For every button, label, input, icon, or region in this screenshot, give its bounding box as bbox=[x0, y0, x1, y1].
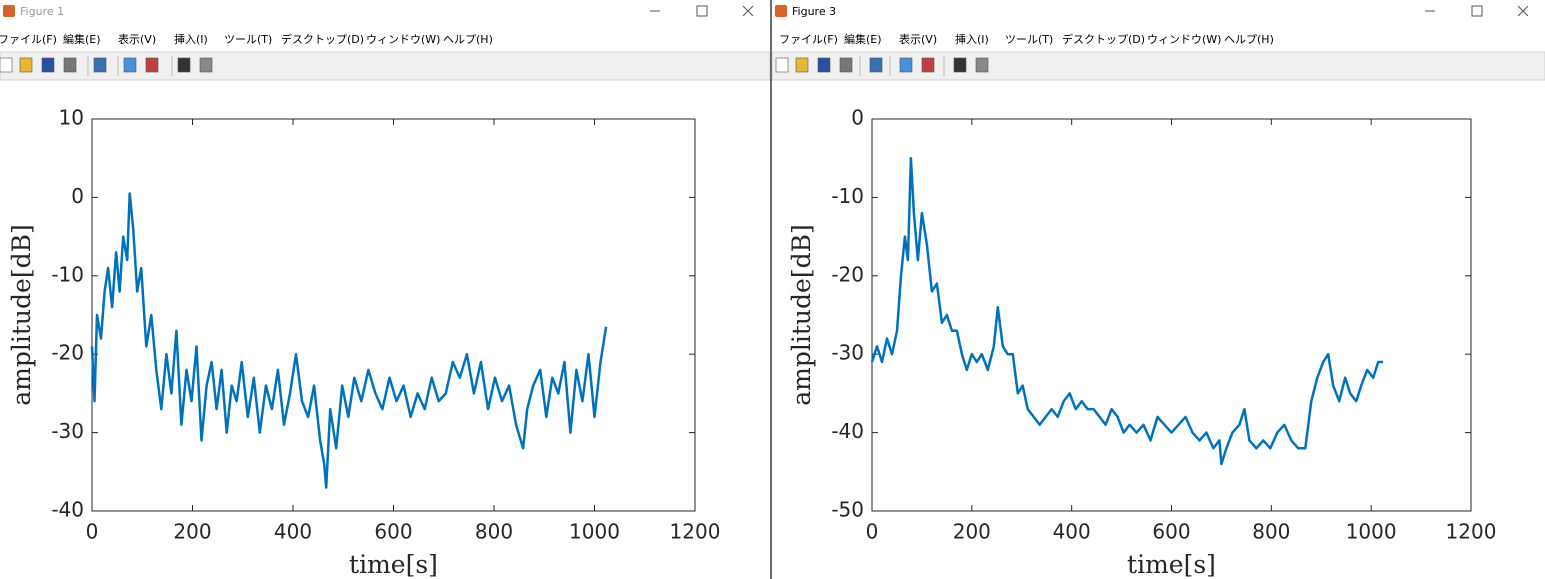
window-divider bbox=[770, 0, 772, 579]
menu-item[interactable]: 挿入(I) bbox=[955, 32, 989, 46]
toolbar-button[interactable] bbox=[839, 57, 853, 73]
y-tick-label: -30 bbox=[51, 419, 84, 443]
menu-item[interactable]: 挿入(I) bbox=[174, 32, 208, 46]
x-tick-label: 1200 bbox=[1446, 520, 1497, 544]
toolbar-button[interactable] bbox=[0, 57, 13, 73]
x-tick-label: 400 bbox=[1053, 520, 1091, 544]
toolbar-button[interactable] bbox=[123, 57, 137, 73]
toolbar bbox=[0, 51, 771, 81]
title-bar bbox=[772, 0, 1545, 26]
menu-bar bbox=[0, 26, 770, 52]
menu-item[interactable]: ヘルプ(H) bbox=[443, 33, 493, 46]
y-tick-label: -40 bbox=[831, 419, 864, 443]
x-axis-label: time[s] bbox=[1127, 550, 1216, 579]
x-tick-label: 0 bbox=[866, 520, 879, 544]
x-tick-label: 1000 bbox=[569, 520, 620, 544]
menu-item[interactable]: ツール(T) bbox=[1005, 33, 1053, 46]
menu-bar bbox=[772, 26, 1545, 52]
toolbar-button[interactable] bbox=[775, 57, 789, 73]
y-tick-label: -50 bbox=[831, 498, 864, 522]
toolbar-button[interactable] bbox=[975, 57, 989, 73]
toolbar-button[interactable] bbox=[93, 57, 107, 73]
y-axis-label: amplitude[dB] bbox=[7, 224, 36, 405]
axes-box bbox=[91, 118, 696, 512]
axes-box bbox=[871, 118, 1472, 512]
toolbar-button[interactable] bbox=[869, 57, 883, 73]
y-tick-label: -20 bbox=[51, 341, 84, 365]
y-tick-label: 0 bbox=[851, 106, 864, 130]
menu-item[interactable]: 表示(V) bbox=[118, 32, 156, 46]
menu-item[interactable]: ウィンドウ(W) bbox=[366, 33, 440, 46]
close-button[interactable] bbox=[1517, 5, 1529, 17]
data-line bbox=[90, 192, 608, 489]
x-tick-label: 200 bbox=[173, 520, 211, 544]
y-tick-label: -20 bbox=[831, 262, 864, 286]
maximize-button[interactable] bbox=[1471, 5, 1483, 17]
x-tick-label: 1200 bbox=[670, 520, 721, 544]
toolbar-button[interactable] bbox=[921, 57, 935, 73]
menu-item[interactable]: ファイル(F) bbox=[0, 33, 57, 46]
y-tick-label: 0 bbox=[71, 184, 84, 208]
x-tick-label: 0 bbox=[86, 520, 99, 544]
x-tick-label: 800 bbox=[475, 520, 513, 544]
app-icon bbox=[3, 5, 15, 17]
toolbar-button[interactable] bbox=[795, 57, 809, 73]
x-axis-label: time[s] bbox=[349, 550, 438, 579]
close-button[interactable] bbox=[742, 5, 754, 17]
toolbar-button[interactable] bbox=[899, 57, 913, 73]
y-tick-label: -10 bbox=[51, 262, 84, 286]
menu-item[interactable]: ツール(T) bbox=[224, 33, 272, 46]
window-title: Figure 1 bbox=[20, 5, 64, 18]
menu-item[interactable]: ウィンドウ(W) bbox=[1147, 33, 1221, 46]
x-tick-label: 600 bbox=[374, 520, 412, 544]
toolbar-button[interactable] bbox=[63, 57, 77, 73]
y-axis-label: amplitude[dB] bbox=[787, 224, 816, 405]
menu-item[interactable]: 編集(E) bbox=[844, 32, 882, 46]
menu-item[interactable]: ヘルプ(H) bbox=[1224, 33, 1274, 46]
maximize-button[interactable] bbox=[696, 5, 708, 17]
toolbar-button[interactable] bbox=[199, 57, 213, 73]
x-tick-label: 200 bbox=[953, 520, 991, 544]
x-tick-label: 1000 bbox=[1346, 520, 1397, 544]
menu-item[interactable]: デスクトップ(D) bbox=[1062, 32, 1145, 46]
menu-item[interactable]: デスクトップ(D) bbox=[281, 32, 364, 46]
toolbar bbox=[771, 51, 1545, 81]
toolbar-button[interactable] bbox=[177, 57, 191, 73]
menu-item[interactable]: ファイル(F) bbox=[779, 33, 838, 46]
toolbar-button[interactable] bbox=[19, 57, 33, 73]
title-bar bbox=[0, 0, 770, 26]
toolbar-button[interactable] bbox=[953, 57, 967, 73]
toolbar-button[interactable] bbox=[145, 57, 159, 73]
window-title: Figure 3 bbox=[792, 5, 836, 18]
data-line bbox=[870, 156, 1384, 466]
toolbar-button[interactable] bbox=[817, 57, 831, 73]
menu-item[interactable]: 編集(E) bbox=[63, 32, 101, 46]
toolbar-button[interactable] bbox=[41, 57, 55, 73]
y-tick-label: -10 bbox=[831, 184, 864, 208]
app-icon bbox=[775, 5, 787, 17]
y-tick-label: -30 bbox=[831, 341, 864, 365]
y-tick-label: 10 bbox=[59, 106, 84, 130]
y-tick-label: -40 bbox=[51, 498, 84, 522]
x-tick-label: 800 bbox=[1252, 520, 1290, 544]
x-tick-label: 600 bbox=[1152, 520, 1190, 544]
x-tick-label: 400 bbox=[274, 520, 312, 544]
menu-item[interactable]: 表示(V) bbox=[899, 32, 937, 46]
